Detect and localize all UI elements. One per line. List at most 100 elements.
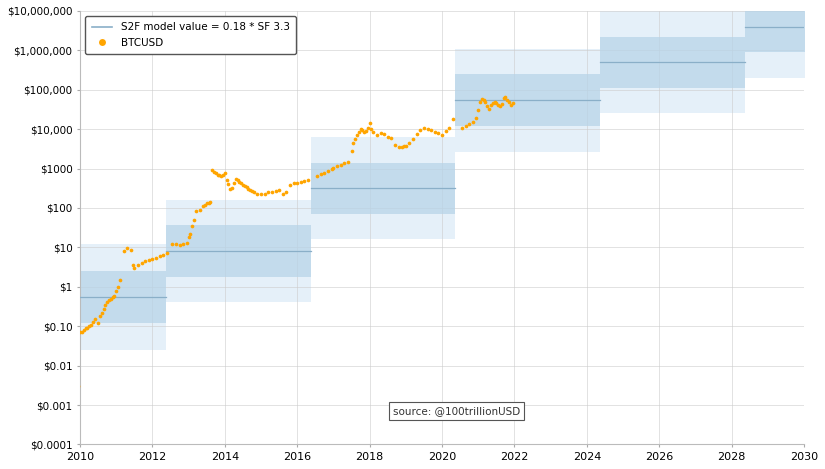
Point bbox=[113, 276, 126, 284]
Point bbox=[378, 130, 391, 138]
Point bbox=[205, 166, 219, 174]
Point bbox=[81, 324, 94, 332]
Point bbox=[374, 129, 387, 137]
Point bbox=[242, 185, 255, 192]
Point bbox=[502, 98, 516, 106]
Point bbox=[69, 389, 83, 397]
Point bbox=[207, 169, 220, 176]
Point bbox=[251, 190, 264, 197]
Point bbox=[370, 131, 384, 139]
Point bbox=[68, 401, 81, 409]
Point bbox=[346, 139, 360, 147]
Point bbox=[106, 293, 120, 301]
Point bbox=[187, 216, 200, 224]
Point bbox=[490, 100, 503, 107]
Point bbox=[258, 190, 271, 197]
Point bbox=[142, 256, 155, 264]
Point bbox=[184, 230, 197, 238]
Point bbox=[301, 177, 314, 184]
Point bbox=[413, 126, 427, 134]
Point bbox=[101, 299, 114, 306]
Point bbox=[186, 222, 199, 230]
Point bbox=[493, 103, 507, 110]
Point bbox=[352, 128, 365, 136]
Point bbox=[389, 141, 402, 149]
Text: source: @100trillionUSD: source: @100trillionUSD bbox=[393, 406, 520, 416]
Point bbox=[77, 326, 90, 334]
Point bbox=[177, 241, 190, 248]
Point bbox=[222, 181, 235, 188]
Point bbox=[99, 301, 112, 309]
Point bbox=[126, 262, 139, 269]
Point bbox=[93, 312, 106, 320]
Point bbox=[213, 171, 226, 179]
Point bbox=[231, 177, 244, 184]
Point bbox=[237, 181, 250, 189]
Point bbox=[139, 257, 152, 265]
Point bbox=[497, 95, 510, 102]
Point bbox=[202, 200, 215, 207]
Point bbox=[501, 96, 514, 104]
Point bbox=[495, 100, 508, 108]
Point bbox=[398, 143, 411, 150]
Point bbox=[492, 101, 505, 108]
Point bbox=[499, 93, 512, 101]
Point bbox=[173, 241, 186, 249]
Point bbox=[233, 179, 246, 186]
Point bbox=[399, 142, 412, 150]
Point bbox=[481, 103, 494, 110]
Point bbox=[290, 179, 304, 186]
Point bbox=[211, 171, 224, 178]
Point bbox=[216, 171, 229, 178]
Point bbox=[506, 99, 519, 106]
Point bbox=[384, 134, 398, 142]
Point bbox=[439, 127, 452, 135]
Point bbox=[488, 98, 501, 106]
Point bbox=[284, 182, 297, 189]
Point bbox=[331, 162, 344, 170]
Point bbox=[196, 203, 210, 210]
Point bbox=[314, 170, 328, 178]
Point bbox=[269, 187, 282, 195]
Point bbox=[392, 144, 405, 151]
Point bbox=[428, 128, 441, 136]
Point bbox=[224, 185, 237, 193]
Point bbox=[365, 125, 378, 133]
Point bbox=[396, 143, 409, 151]
Point bbox=[463, 120, 476, 128]
Point bbox=[334, 161, 347, 168]
Point bbox=[443, 124, 456, 131]
Point bbox=[325, 166, 338, 173]
Point bbox=[200, 200, 214, 207]
Point bbox=[238, 182, 252, 189]
Point bbox=[483, 105, 496, 113]
Point bbox=[79, 324, 92, 332]
Point bbox=[318, 169, 331, 176]
Point bbox=[75, 329, 88, 336]
Point bbox=[110, 287, 123, 295]
Point bbox=[108, 292, 121, 299]
Point bbox=[240, 183, 253, 191]
Point bbox=[210, 170, 223, 177]
Point bbox=[342, 158, 355, 166]
Point bbox=[229, 175, 243, 182]
Point bbox=[131, 262, 144, 269]
Point bbox=[477, 96, 490, 104]
Legend: S2F model value = 0.18 * SF 3.3, BTCUSD: S2F model value = 0.18 * SF 3.3, BTCUSD bbox=[85, 16, 296, 54]
Point bbox=[248, 189, 261, 196]
Point bbox=[484, 102, 497, 109]
Point bbox=[349, 136, 362, 143]
Point bbox=[351, 131, 364, 139]
Point bbox=[97, 305, 111, 312]
Point bbox=[287, 180, 300, 187]
Point bbox=[135, 259, 148, 267]
Point bbox=[204, 198, 217, 206]
Point bbox=[360, 127, 373, 135]
Point bbox=[95, 309, 108, 317]
Point bbox=[117, 248, 130, 255]
Point bbox=[272, 187, 285, 194]
Point bbox=[417, 125, 431, 132]
Point bbox=[180, 239, 193, 247]
Point bbox=[407, 136, 420, 143]
Point bbox=[104, 295, 117, 303]
